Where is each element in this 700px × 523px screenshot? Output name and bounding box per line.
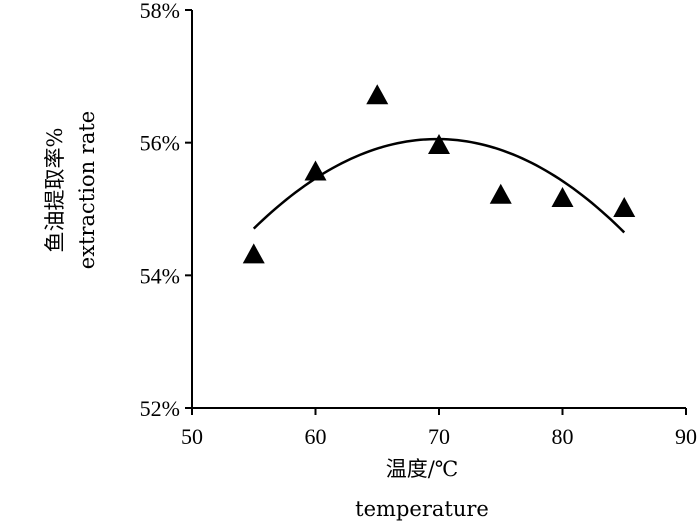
x-axis-title-cn: 温度/℃ — [386, 457, 459, 481]
data-point-triangle — [304, 160, 327, 181]
x-tick-label: 90 — [675, 424, 697, 449]
x-tick-label: 50 — [181, 424, 203, 449]
data-point-triangle — [551, 187, 574, 208]
y-tick-label: 56% — [140, 131, 180, 156]
data-point-triangle — [366, 84, 389, 105]
y-axis-ticks: 52% 54% 56% 58% — [140, 0, 192, 421]
y-tick-label: 54% — [140, 263, 180, 288]
data-point-triangle — [613, 197, 636, 217]
data-points — [242, 84, 636, 264]
x-axis-title-en: temperature — [355, 497, 489, 521]
x-tick-label: 60 — [305, 424, 327, 449]
x-axis-ticks: 50 60 70 80 90 — [181, 408, 697, 449]
x-axis-title: 温度/℃ temperature — [355, 457, 489, 521]
x-tick-label: 80 — [552, 424, 574, 449]
y-axis-title-en: extraction rate — [75, 111, 99, 269]
y-axis-title: 鱼油提取率% extraction rate — [43, 111, 99, 269]
y-tick-label: 52% — [140, 396, 180, 421]
y-tick-label: 58% — [140, 0, 180, 23]
plot-area: 50 60 70 80 90 52% 54% 56% 58% — [140, 0, 697, 449]
x-tick-label: 70 — [428, 424, 450, 449]
data-point-triangle — [489, 183, 512, 204]
data-point-triangle — [428, 133, 450, 154]
y-axis-title-cn: 鱼油提取率% — [43, 128, 67, 253]
data-point-triangle — [242, 243, 265, 264]
